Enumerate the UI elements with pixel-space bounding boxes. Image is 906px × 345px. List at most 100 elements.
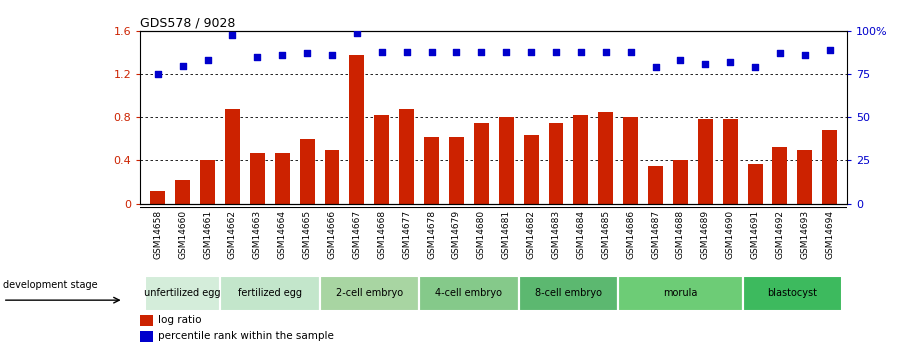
Text: GSM14681: GSM14681	[502, 210, 511, 259]
Text: GSM14683: GSM14683	[552, 210, 561, 259]
Text: GSM14694: GSM14694	[825, 210, 834, 259]
Bar	[548, 123, 564, 204]
Bar	[400, 109, 414, 204]
Text: unfertilized egg: unfertilized egg	[144, 288, 221, 298]
Bar	[747, 164, 763, 204]
Point	[623, 49, 638, 55]
Point	[374, 49, 389, 55]
Bar	[618, 276, 743, 310]
Bar	[175, 180, 190, 204]
Point	[350, 30, 364, 36]
Text: GSM14692: GSM14692	[776, 210, 785, 259]
Text: log ratio: log ratio	[159, 315, 202, 325]
Text: blastocyst: blastocyst	[767, 288, 817, 298]
Point	[673, 58, 688, 63]
Text: GSM14678: GSM14678	[427, 210, 436, 259]
Text: 2-cell embryo: 2-cell embryo	[336, 288, 403, 298]
Text: GSM14668: GSM14668	[377, 210, 386, 259]
Text: GSM14666: GSM14666	[328, 210, 336, 259]
Point	[573, 49, 588, 55]
Point	[823, 47, 837, 53]
Text: GSM14682: GSM14682	[526, 210, 535, 259]
Bar	[449, 137, 464, 204]
Bar	[498, 117, 514, 204]
Point	[698, 61, 712, 67]
Text: fertilized egg: fertilized egg	[237, 288, 302, 298]
Text: GSM14690: GSM14690	[726, 210, 735, 259]
Bar	[140, 315, 153, 326]
Point	[200, 58, 215, 63]
Bar	[424, 137, 439, 204]
Text: GSM14689: GSM14689	[700, 210, 709, 259]
Text: GSM14693: GSM14693	[800, 210, 809, 259]
Bar	[324, 150, 340, 204]
Text: GSM14679: GSM14679	[452, 210, 461, 259]
Text: GSM14658: GSM14658	[153, 210, 162, 259]
Bar	[823, 130, 837, 204]
Point	[599, 49, 613, 55]
Text: GSM14662: GSM14662	[228, 210, 237, 259]
Point	[424, 49, 439, 55]
Point	[723, 59, 737, 65]
Bar	[673, 160, 688, 204]
Text: GSM14660: GSM14660	[178, 210, 188, 259]
Text: GSM14684: GSM14684	[576, 210, 585, 259]
Text: GSM14688: GSM14688	[676, 210, 685, 259]
Point	[226, 32, 240, 37]
Text: morula: morula	[663, 288, 698, 298]
Point	[300, 51, 314, 56]
Bar	[320, 276, 419, 310]
Text: GSM14661: GSM14661	[203, 210, 212, 259]
Point	[400, 49, 414, 55]
Bar	[797, 150, 813, 204]
Bar	[300, 139, 314, 204]
Text: GSM14687: GSM14687	[651, 210, 660, 259]
Point	[773, 51, 787, 56]
Bar	[150, 190, 165, 204]
Point	[747, 65, 762, 70]
Bar	[275, 153, 290, 204]
Bar	[524, 135, 538, 204]
Bar	[419, 276, 518, 310]
Bar	[225, 109, 240, 204]
Point	[797, 52, 812, 58]
Text: GSM14663: GSM14663	[253, 210, 262, 259]
Bar	[598, 112, 613, 204]
Bar	[145, 276, 220, 310]
Point	[549, 49, 564, 55]
Bar	[200, 160, 215, 204]
Text: development stage: development stage	[3, 280, 98, 289]
Point	[649, 65, 663, 70]
Point	[150, 71, 165, 77]
Text: GDS578 / 9028: GDS578 / 9028	[140, 17, 236, 30]
Text: GSM14665: GSM14665	[303, 210, 312, 259]
Bar	[698, 119, 713, 204]
Bar	[723, 119, 737, 204]
Bar	[623, 117, 638, 204]
Point	[176, 63, 190, 68]
Point	[324, 52, 339, 58]
Bar	[773, 148, 787, 204]
Point	[275, 52, 290, 58]
Text: GSM14677: GSM14677	[402, 210, 411, 259]
Text: percentile rank within the sample: percentile rank within the sample	[159, 331, 334, 341]
Text: GSM14680: GSM14680	[477, 210, 486, 259]
Text: GSM14685: GSM14685	[602, 210, 611, 259]
Bar	[220, 276, 320, 310]
Point	[449, 49, 464, 55]
Point	[499, 49, 514, 55]
Bar	[573, 115, 588, 204]
Point	[474, 49, 488, 55]
Bar	[648, 166, 663, 204]
Text: 8-cell embryo: 8-cell embryo	[535, 288, 602, 298]
Bar	[518, 276, 618, 310]
Bar	[250, 153, 265, 204]
Text: GSM14686: GSM14686	[626, 210, 635, 259]
Bar	[474, 123, 489, 204]
Bar	[140, 331, 153, 342]
Bar	[374, 115, 390, 204]
Text: GSM14691: GSM14691	[750, 210, 759, 259]
Text: GSM14664: GSM14664	[278, 210, 287, 259]
Text: GSM14667: GSM14667	[352, 210, 361, 259]
Point	[250, 54, 265, 60]
